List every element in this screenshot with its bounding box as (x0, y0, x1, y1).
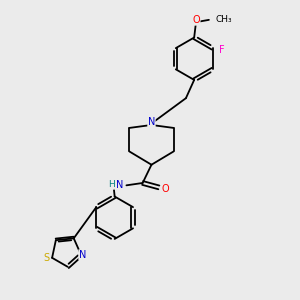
Text: N: N (148, 117, 155, 127)
Text: O: O (192, 15, 200, 25)
Text: N: N (79, 250, 86, 260)
Text: CH₃: CH₃ (215, 15, 232, 24)
Text: N: N (116, 180, 123, 190)
Text: O: O (161, 184, 169, 194)
Text: H: H (108, 180, 115, 189)
Text: F: F (219, 45, 225, 55)
Text: S: S (44, 254, 50, 263)
